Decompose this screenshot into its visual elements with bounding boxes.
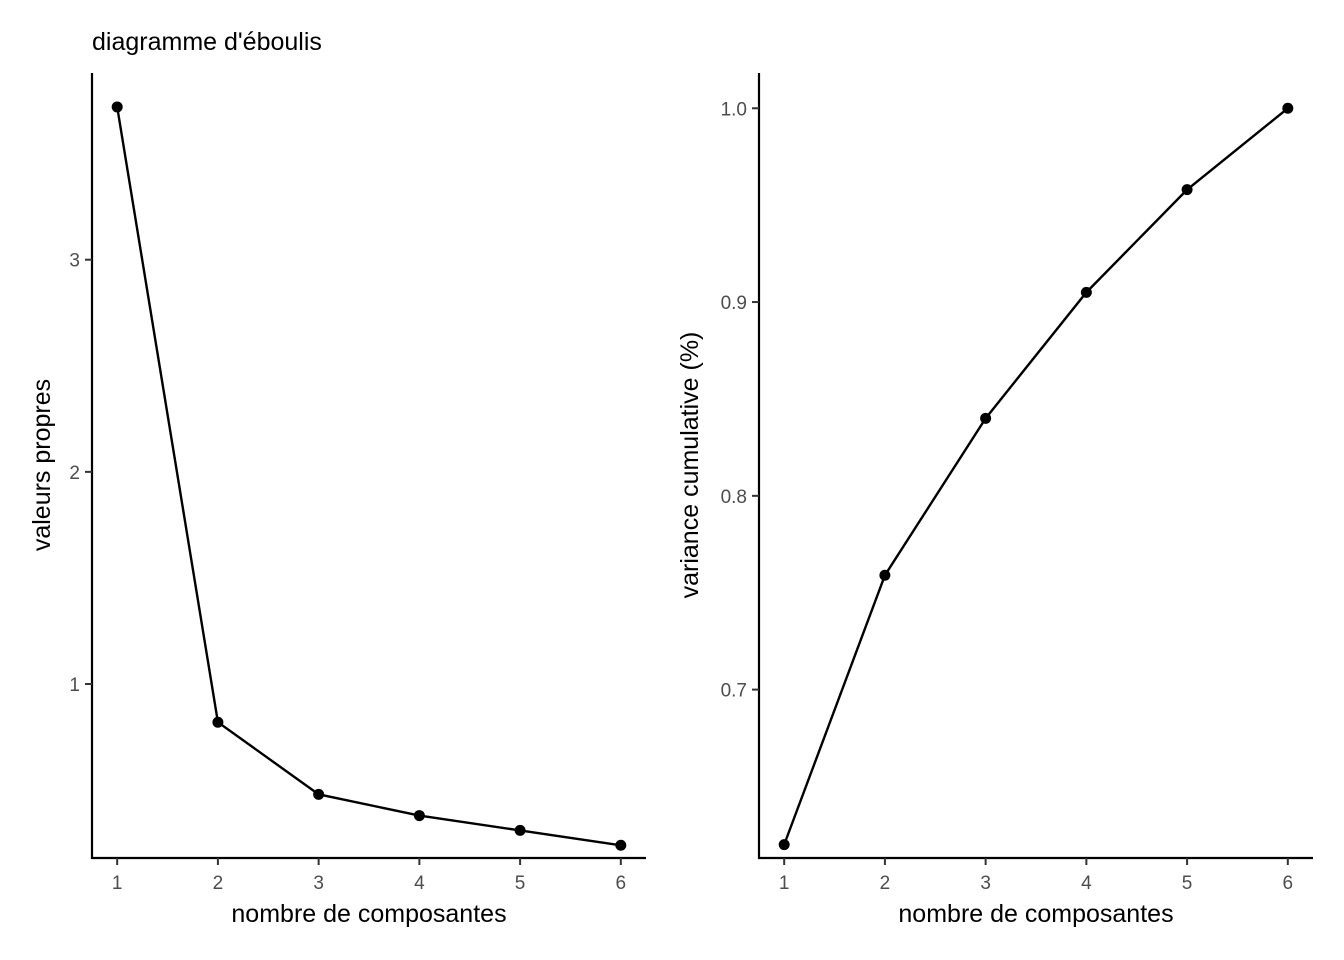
data-point [879,569,891,581]
data-point [111,101,123,113]
series-group [111,101,627,851]
data-point [212,716,224,728]
y-tick-label: 2 [69,463,80,484]
x-tick-label: 2 [880,873,891,894]
x-tick-label: 1 [779,873,790,894]
x-axis-title: nombre de composantes [898,900,1173,928]
x-tick-label: 4 [414,873,425,894]
cumulative-variance-panel: 1 2 3 4 5 6 0.7 0.8 0.9 1.0 nombre de composantes… [676,73,1313,928]
data-point [778,839,790,851]
plot-title: diagramme d'éboulis [92,28,322,56]
data-point [313,788,325,800]
x-tick-label: 4 [1081,873,1092,894]
y-axis-title: valeurs propres [28,379,56,551]
x-tick-label: 2 [213,873,224,894]
x-tick-label: 5 [515,873,526,894]
x-tick-label: 3 [980,873,991,894]
y-tick-label: 0.7 [721,681,747,702]
data-point [1282,102,1294,114]
tick-group: 1 2 3 4 5 6 0.7 0.8 0.9 1.0 [721,99,1294,894]
data-point [615,839,627,851]
data-point [514,824,526,836]
y-axis-title: variance cumulative (%) [676,332,704,599]
data-point [980,412,992,424]
y-tick-label: 0.8 [721,487,747,508]
y-tick-label: 1 [69,675,80,696]
x-tick-label: 1 [112,873,123,894]
data-point [413,810,425,822]
tick-group: 1 2 3 4 5 6 1 2 3 [69,251,626,894]
x-tick-label: 5 [1182,873,1193,894]
series-line [783,107,1289,846]
x-tick-label: 3 [313,873,324,894]
series-line [115,106,621,847]
data-point [1080,286,1092,298]
x-axis-title: nombre de composantes [231,900,506,928]
y-tick-label: 1.0 [721,99,747,120]
x-tick-label: 6 [616,873,627,894]
scree-plot-panel: diagramme d'éboulis 1 2 3 4 5 6 1 2 3 nombre de … [28,28,646,928]
series-group [778,102,1294,851]
y-tick-label: 0.9 [721,293,747,314]
x-tick-label: 6 [1283,873,1294,894]
data-point [1181,184,1193,196]
y-tick-label: 3 [69,251,80,272]
